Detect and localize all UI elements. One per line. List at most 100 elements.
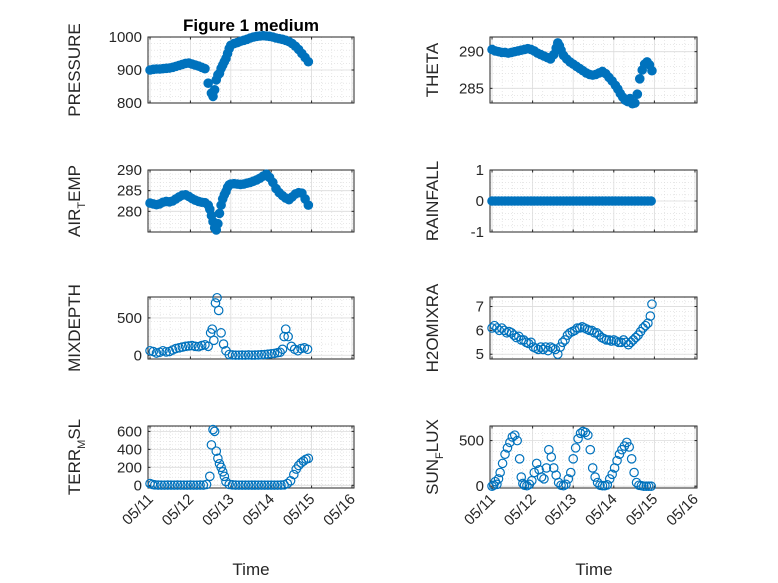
data-point: [227, 350, 238, 360]
data-point: [218, 339, 229, 349]
y-axis-label: SUNFLUX: [423, 419, 446, 495]
y-axis-label: AIRTEMP: [65, 165, 88, 237]
data-point: [493, 474, 504, 484]
data-point: [573, 433, 583, 444]
data-point: [279, 331, 289, 342]
data-point: [583, 430, 593, 440]
y-axis-label: TERRMSL: [65, 419, 88, 495]
data-point: [560, 335, 570, 345]
data-point: [243, 480, 254, 490]
data-point: [286, 341, 297, 352]
data-point: [253, 480, 264, 490]
data-point: [607, 469, 617, 480]
data-point: [613, 337, 624, 348]
data-point: [502, 443, 513, 453]
axes-box: [489, 296, 698, 360]
data-point: [276, 480, 286, 490]
data-point: [161, 347, 171, 357]
x-tick-label: 05/15: [280, 491, 319, 530]
data-point: [646, 481, 656, 491]
data-point: [587, 325, 597, 336]
y-tick-label: 0: [476, 193, 484, 210]
data-point: [495, 467, 505, 478]
data-point: [641, 481, 652, 491]
data-point: [206, 440, 217, 450]
data-point: [203, 341, 213, 352]
data-point: [630, 98, 640, 108]
data-point: [590, 472, 600, 482]
data-point: [188, 480, 199, 490]
data-point: [647, 299, 657, 309]
data-point: [626, 454, 637, 464]
data-point: [259, 480, 270, 490]
x-axis-label-left: Time: [232, 560, 269, 579]
data-point: [209, 85, 220, 95]
data-point: [529, 467, 540, 478]
data-point: [298, 456, 309, 466]
data-point: [587, 463, 598, 473]
data-point: [514, 454, 525, 464]
axes-box: [489, 36, 698, 104]
data-point: [546, 452, 557, 462]
data-point: [570, 443, 581, 453]
data-point: [263, 480, 273, 490]
data-point: [638, 323, 648, 333]
data-point: [512, 435, 522, 446]
data-point: [256, 480, 267, 490]
data-point: [509, 430, 520, 440]
data-point: [219, 471, 230, 482]
data-point: [575, 428, 586, 439]
subplot-2: 280 285 290 AIRTEMP: [65, 162, 355, 237]
y-tick-label: 900: [117, 62, 142, 79]
data-point: [277, 344, 288, 355]
data-point: [492, 479, 502, 490]
subplot-5: 5 6 7 H2OMIXRA: [423, 283, 698, 372]
data-point: [601, 335, 612, 345]
data-point: [640, 320, 651, 331]
subplot-1: 285 290 THETA: [423, 36, 698, 109]
data-point: [227, 480, 238, 490]
data-point: [213, 453, 223, 464]
x-tick-label: 05/13: [541, 491, 580, 530]
data-point: [614, 449, 625, 460]
x-tick-label: 05/15: [623, 491, 662, 530]
y-axis-label: PRESSURE: [65, 23, 84, 117]
x-tick-label: 05/13: [199, 491, 238, 530]
data-point: [211, 446, 222, 456]
data-point: [536, 472, 547, 482]
data-point: [212, 292, 222, 303]
y-tick-label: 290: [459, 44, 484, 61]
data-point: [282, 478, 293, 489]
data-point: [550, 344, 561, 355]
data-point: [203, 78, 213, 88]
data-point: [589, 327, 600, 338]
data-point: [250, 480, 260, 490]
data-point: [522, 480, 532, 491]
y-axis-label: RAINFALL: [423, 161, 442, 241]
y-tick-label: 285: [117, 183, 142, 200]
y-tick-label: 0: [134, 477, 142, 494]
data-point: [591, 327, 602, 338]
data-point: [175, 480, 186, 490]
data-point: [624, 442, 635, 452]
y-tick-label: 400: [117, 441, 142, 458]
data-point: [237, 480, 247, 490]
data-point: [497, 458, 508, 469]
data-point: [224, 349, 234, 360]
data-point: [201, 479, 212, 490]
data-point: [272, 480, 283, 490]
data-point: [303, 56, 314, 67]
data-point: [209, 426, 220, 437]
data-point: [623, 339, 634, 350]
data-point: [182, 480, 192, 490]
figure-title: Figure 1 medium: [183, 16, 319, 35]
data-point: [200, 63, 210, 74]
data-point: [179, 480, 189, 490]
subplot-3: -1 0 1 RAINFALL: [423, 161, 698, 241]
data-point: [630, 332, 641, 343]
data-point: [183, 341, 194, 351]
data-point: [565, 467, 576, 478]
data-point: [645, 311, 656, 321]
subplot-4: 0 500 MIXDEPTH: [65, 284, 355, 372]
